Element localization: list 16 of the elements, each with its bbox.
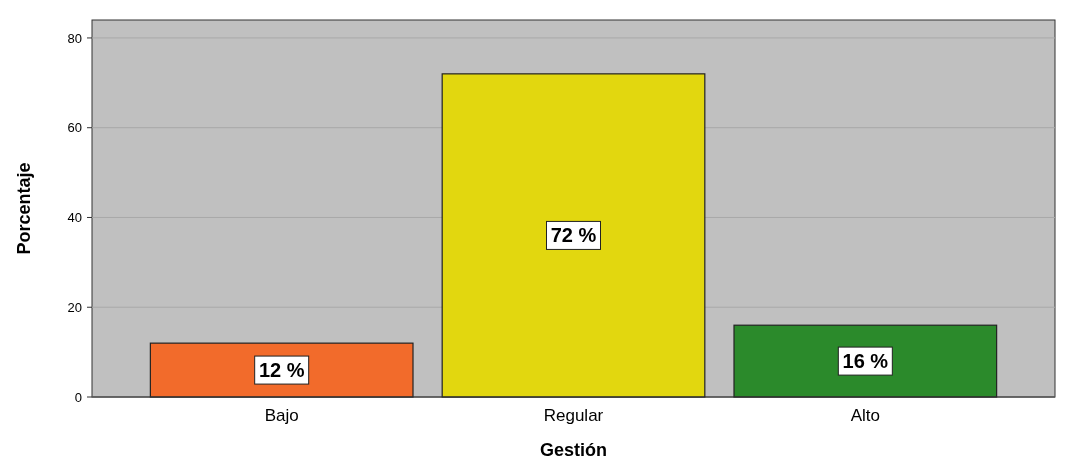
x-axis-title: Gestión: [539, 440, 608, 460]
y-tick-label: 0: [74, 389, 82, 405]
data-label: 12 %: [258, 359, 305, 382]
x-tick-label: Alto: [850, 406, 880, 425]
x-tick-label: Regular: [543, 406, 604, 425]
y-tick-label: 60: [67, 120, 82, 136]
data-label: 72 %: [550, 224, 597, 247]
data-label: 16 %: [842, 350, 889, 373]
x-tick-label: Bajo: [264, 406, 299, 425]
y-tick-label: 80: [67, 30, 82, 46]
y-axis-title: Porcentaje: [14, 162, 34, 255]
y-tick-label: 40: [67, 210, 82, 226]
bar: [149, 342, 414, 398]
bar: [733, 324, 998, 398]
y-tick-label: 20: [67, 299, 82, 315]
bar: [441, 73, 706, 398]
